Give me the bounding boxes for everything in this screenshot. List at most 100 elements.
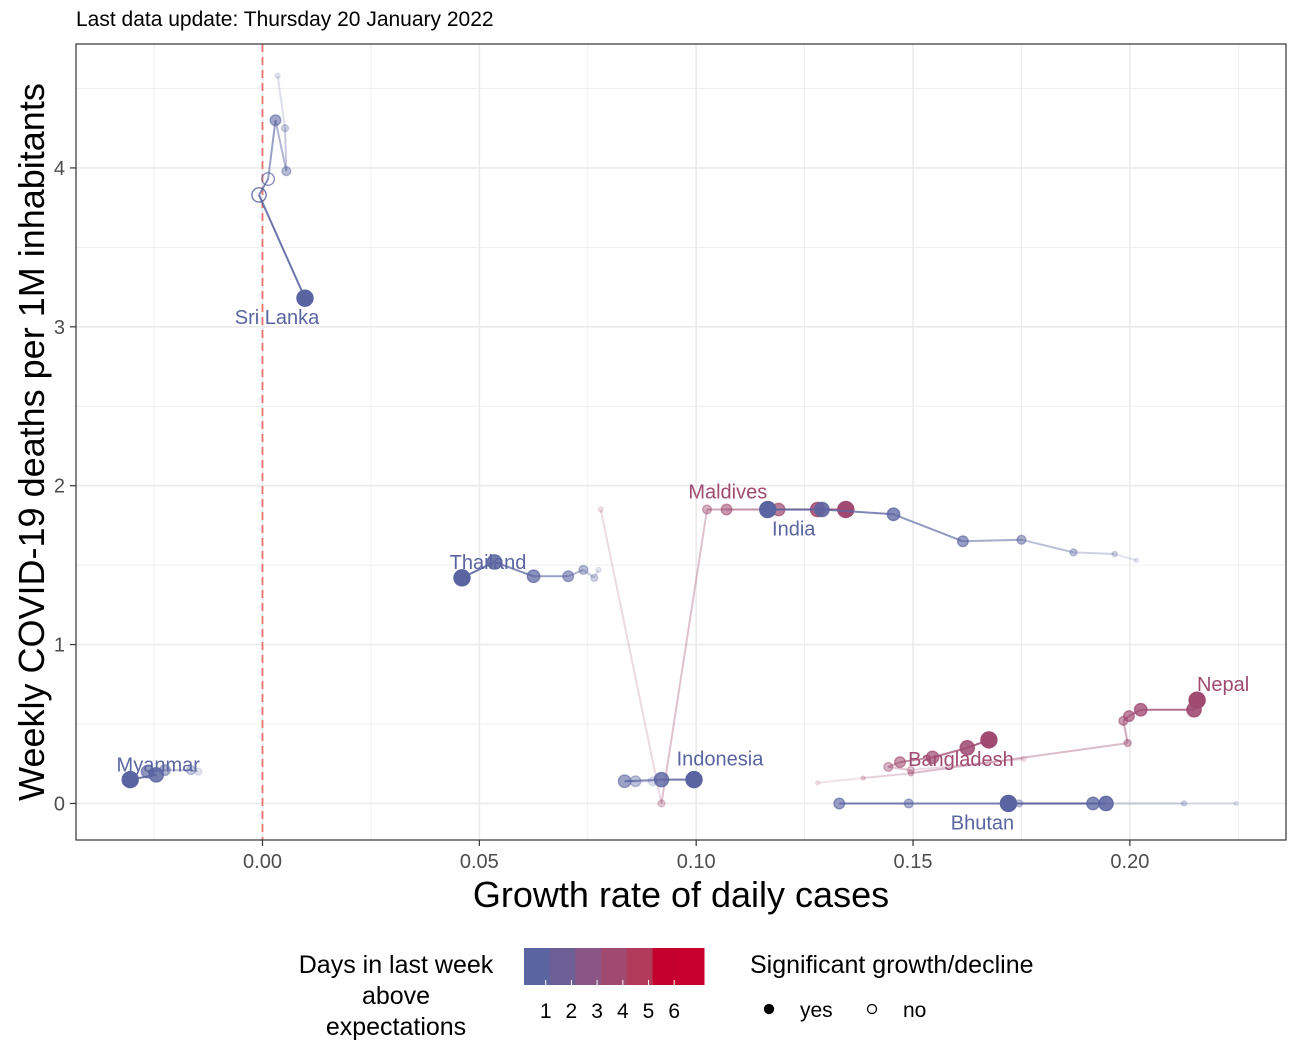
data-point-maldives: [597, 506, 605, 513]
y-tick-label: 2: [54, 476, 65, 498]
legend-color-swatch: [678, 948, 705, 985]
data-point-nepal: [1123, 710, 1136, 723]
data-point-thailand: [526, 569, 541, 584]
series-segment-india: [893, 513, 964, 543]
label-sri-lanka: Sri Lanka: [235, 307, 320, 329]
legend-color-tick-label: 1: [540, 1000, 552, 1023]
data-point-sri-lanka: [269, 114, 282, 127]
data-point-nepal: [1133, 702, 1148, 717]
data-point-bangladesh: [1020, 755, 1027, 763]
x-tick-label: 0.00: [243, 851, 282, 873]
plot-border: [75, 43, 1287, 841]
data-point-indonesia: [617, 774, 632, 789]
data-point-sri-lanka: [280, 124, 290, 133]
legend-color-tick-label: 3: [591, 1000, 603, 1023]
label-thailand: Thailand: [450, 552, 527, 574]
legend-shape-label: yes: [800, 999, 833, 1022]
legend-color-tick-label: 2: [566, 1000, 578, 1023]
x-tick-label: 0.05: [460, 851, 499, 873]
y-tick-label: 1: [54, 635, 65, 657]
legend-color-tick-label: 4: [617, 1000, 629, 1023]
series-segment-nepal: [817, 777, 864, 784]
axes: 0.00 0.05 0.10 0.15 0.20 0 1 2 3 4 Growth rate of …: [11, 43, 1287, 915]
label-maldives: Maldives: [688, 482, 767, 504]
series-segment-bangladesh: [910, 757, 1024, 772]
data-point-bhutan: [1086, 796, 1100, 811]
data-point-nepal: [1188, 691, 1206, 709]
legend-color-swatch: [601, 948, 628, 985]
series-segment-nepal: [863, 772, 911, 780]
chart-subtitle: Last data update: Thursday 20 January 20…: [76, 8, 494, 31]
legend-shape-title: Significant growth/decline: [750, 951, 1034, 979]
legend-color-tick-label: 6: [668, 1000, 680, 1023]
series-segment-sri-lanka: [274, 120, 288, 172]
series-segment-sri-lanka: [258, 178, 269, 196]
series-segment-sri-lanka: [258, 194, 306, 299]
series-segment-india: [821, 508, 894, 516]
data-point-thailand: [486, 554, 503, 570]
label-myanmar: Myanmar: [117, 755, 201, 777]
x-tick-label: 0.15: [894, 851, 933, 873]
data-point-india: [886, 507, 901, 522]
data-point-bhutan: [903, 798, 914, 809]
data-point-bhutan: [1180, 800, 1188, 807]
label-nepal: Nepal: [1197, 674, 1249, 696]
data-point-maldives: [720, 503, 733, 516]
data-point-bangladesh: [883, 761, 894, 773]
series-segment-sri-lanka: [267, 120, 277, 180]
data-point-india: [956, 535, 969, 548]
data-point-bhutan: [999, 794, 1018, 813]
data-point-bangladesh: [980, 731, 998, 749]
legend-color-title: Days in last week: [299, 951, 494, 979]
data-point-india: [814, 501, 830, 518]
legend-color-tick-label: 5: [643, 1000, 655, 1023]
data-point-sri-lanka: [274, 72, 281, 80]
data-point-nepal: [860, 775, 866, 781]
data-point-indonesia: [685, 770, 703, 789]
grid: [76, 44, 1286, 840]
data-point-india: [1016, 534, 1027, 545]
data-point-nepal: [1123, 738, 1132, 748]
label-bhutan: Bhutan: [951, 812, 1014, 834]
data-point-sri-lanka: [251, 187, 267, 203]
data-point-sri-lanka: [281, 166, 292, 177]
series-segment-sri-lanka: [284, 128, 288, 172]
series-segment-thailand: [593, 569, 600, 579]
x-tick-label: 0.20: [1110, 851, 1149, 873]
data-point-sri-lanka: [296, 289, 314, 307]
data-point-myanmar: [148, 767, 165, 783]
series-segment-india: [1114, 553, 1137, 562]
data-point-thailand: [453, 569, 471, 587]
series-group: [121, 72, 1239, 813]
data-point-thailand: [578, 564, 589, 576]
series-segment-nepal: [910, 742, 1128, 775]
y-tick-label: 4: [54, 158, 65, 180]
series-segment-india: [962, 538, 1022, 543]
data-point-india: [1133, 557, 1140, 564]
data-point-maldives: [837, 500, 855, 519]
y-axis-title: Weekly COVID-19 deaths per 1M inhabitant…: [11, 83, 52, 801]
legend-color-swatch: [626, 948, 654, 985]
data-point-thailand: [590, 573, 599, 583]
legend-shape-no: [866, 1003, 878, 1015]
data-point-myanmar: [194, 767, 203, 776]
series-segment-maldives: [599, 509, 663, 804]
data-point-bhutan: [1233, 800, 1239, 807]
series-segment-india: [1021, 538, 1074, 554]
label-indonesia: Indonesia: [677, 749, 765, 771]
data-point-bhutan: [833, 797, 846, 810]
legend-color-title: expectations: [326, 1013, 466, 1041]
x-axis-title: Growth rate of daily cases: [473, 874, 889, 915]
y-tick-label: 0: [54, 793, 65, 815]
data-point-sri-lanka: [261, 172, 276, 186]
legend-color-swatch: [575, 948, 602, 985]
data-point-myanmar: [185, 764, 197, 776]
series-segment-thailand: [582, 569, 595, 579]
series-segment-bangladesh: [888, 765, 911, 772]
y-tick-label: 3: [54, 317, 65, 339]
data-point-bangladesh: [925, 750, 940, 765]
legend-color-swatch: [524, 948, 551, 985]
legend: Days in last week above expectations 1 2 3 4 5 6…: [299, 948, 1034, 1041]
series-segment-myanmar: [190, 769, 199, 773]
